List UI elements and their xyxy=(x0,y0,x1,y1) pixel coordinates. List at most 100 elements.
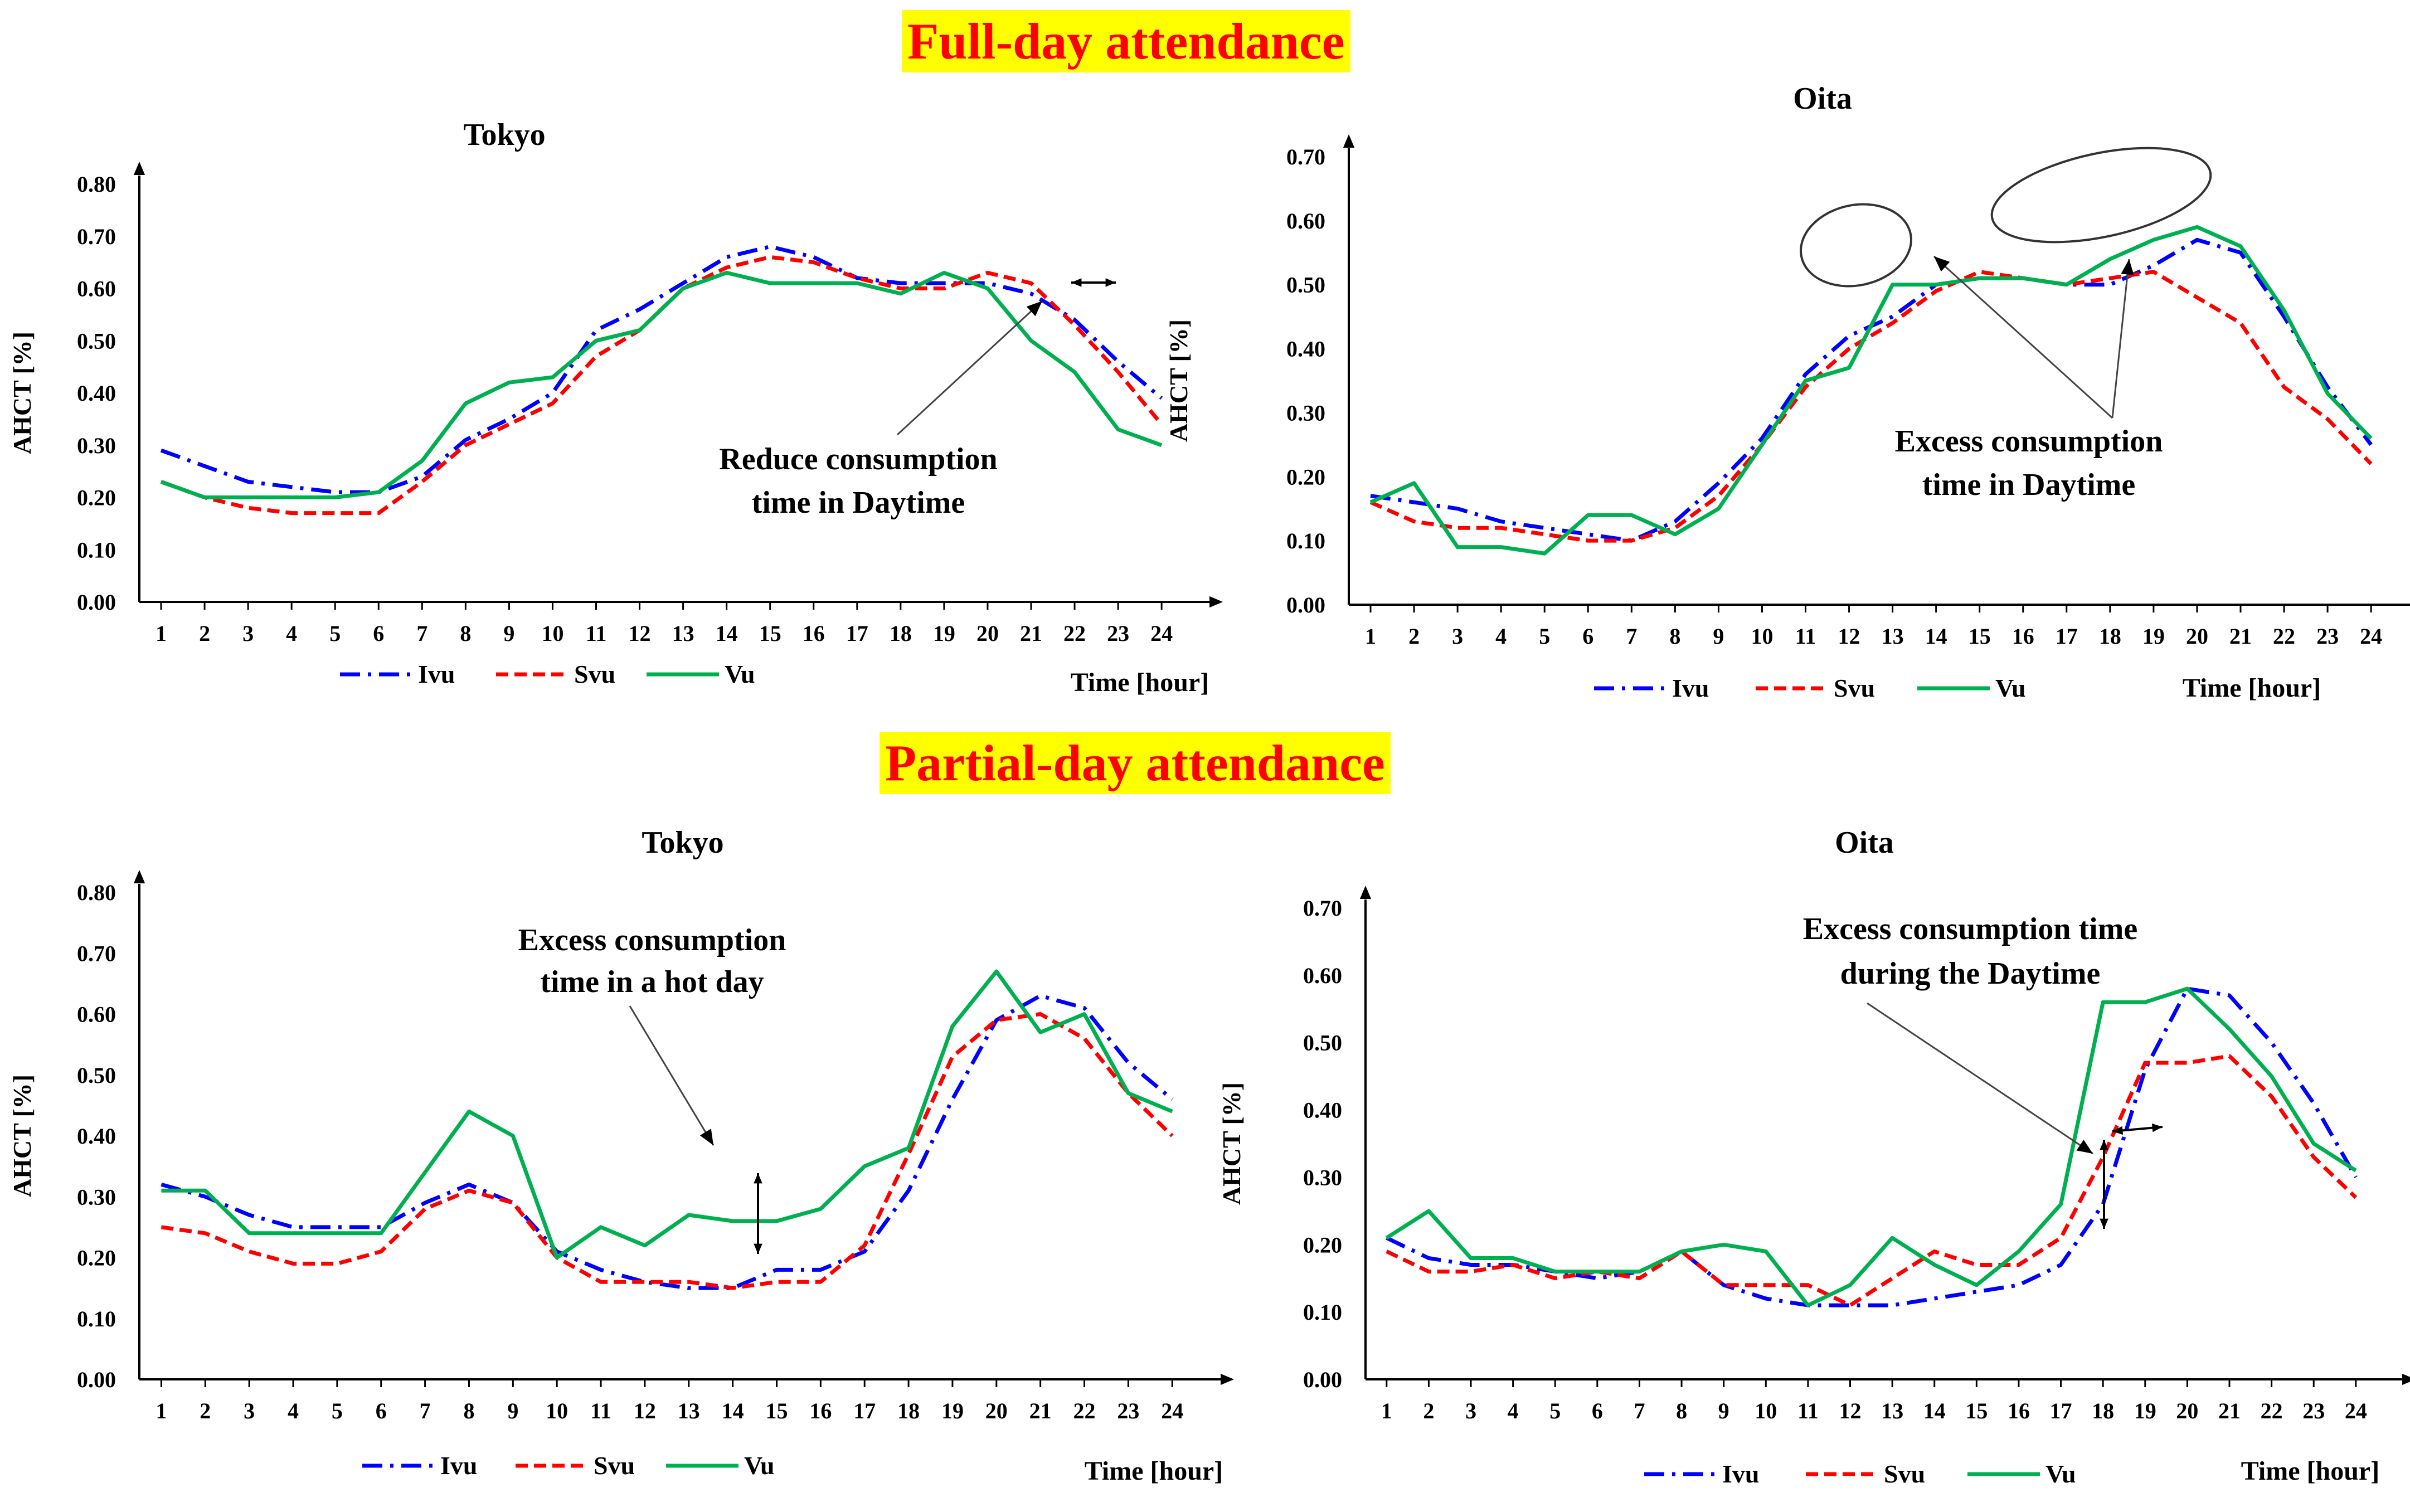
vertical-double-arrow-head xyxy=(754,1173,762,1184)
x-tick-label: 6 xyxy=(1592,1398,1603,1423)
legend-label-vu: Vu xyxy=(2045,1460,2076,1488)
x-axis-label: Time [hour] xyxy=(1071,668,1209,697)
x-tick-label: 2 xyxy=(199,621,210,646)
x-tick-label: 11 xyxy=(586,621,607,646)
y-tick-label: 0.50 xyxy=(77,328,116,353)
y-tick-label: 0.30 xyxy=(1303,1165,1342,1190)
x-tick-label: 7 xyxy=(420,1398,431,1423)
legend-label-vu: Vu xyxy=(744,1451,775,1480)
x-tick-label: 8 xyxy=(460,621,471,646)
x-tick-label: 12 xyxy=(1838,624,1860,649)
y-tick-label: 0.20 xyxy=(77,485,116,511)
y-tick-label: 0.80 xyxy=(77,880,116,905)
annotation-arrow-head xyxy=(1934,256,1950,272)
y-tick-label: 0.40 xyxy=(1303,1098,1342,1123)
series-line-ivu xyxy=(1386,986,2358,1307)
y-tick-label: 0.00 xyxy=(77,1367,116,1392)
x-tick-label: 24 xyxy=(1150,621,1173,646)
x-tick-label: 13 xyxy=(1882,624,1904,649)
x-tick-label: 17 xyxy=(2050,1398,2072,1423)
annotation-text-line2: during the Daytime xyxy=(1840,956,2101,991)
x-tick-label: 13 xyxy=(1881,1398,1903,1423)
y-tick-label: 0.60 xyxy=(1303,963,1342,988)
y-axis-label: AHCT [%] xyxy=(8,332,36,454)
x-tick-label: 12 xyxy=(629,621,651,646)
x-axis-label: Time [hour] xyxy=(2183,673,2321,703)
y-tick-label: 0.10 xyxy=(1303,1300,1342,1325)
series-line-ivu xyxy=(1370,237,2373,543)
y-tick-label: 0.40 xyxy=(77,1124,116,1149)
double-arrow-head xyxy=(2151,1123,2163,1132)
x-tick-label: 19 xyxy=(2142,624,2165,649)
x-tick-label: 1 xyxy=(1381,1398,1392,1423)
y-tick-label: 0.70 xyxy=(77,941,116,966)
y-tick-label: 0.10 xyxy=(77,537,116,562)
x-tick-label: 16 xyxy=(809,1398,832,1423)
x-tick-label: 4 xyxy=(286,621,297,646)
x-tick-label: 24 xyxy=(2345,1398,2367,1423)
y-axis-arrow xyxy=(1359,886,1372,899)
series-line-vu xyxy=(1385,986,2357,1307)
x-tick-label: 6 xyxy=(373,621,384,646)
x-tick-label: 20 xyxy=(2186,624,2208,649)
vertical-double-arrow-head xyxy=(2100,1218,2108,1229)
x-tick-label: 14 xyxy=(722,1398,744,1423)
y-tick-label: 0.80 xyxy=(77,172,116,197)
x-tick-label: 22 xyxy=(1073,1398,1096,1423)
y-tick-label: 0.00 xyxy=(1303,1367,1342,1392)
x-tick-label: 21 xyxy=(1029,1398,1052,1423)
x-tick-label: 4 xyxy=(1508,1398,1519,1423)
x-tick-label: 21 xyxy=(2229,624,2252,649)
x-tick-label: 15 xyxy=(759,621,781,646)
x-tick-label: 9 xyxy=(503,621,514,646)
chart-title: Tokyo xyxy=(463,118,545,152)
x-tick-label: 2 xyxy=(1408,624,1420,649)
y-tick-label: 0.60 xyxy=(77,276,116,302)
y-tick-label: 0.30 xyxy=(77,1184,116,1209)
y-axis-label: AHCT [%] xyxy=(1164,319,1193,442)
x-tick-label: 11 xyxy=(1795,624,1816,649)
x-tick-label: 10 xyxy=(1755,1398,1777,1423)
x-axis-arrow xyxy=(2402,1373,2410,1385)
series-line-svu xyxy=(1386,1054,2358,1307)
x-tick-label: 18 xyxy=(2099,624,2121,649)
y-tick-label: 0.60 xyxy=(77,1002,116,1027)
series-line-ivu xyxy=(160,245,1163,494)
x-tick-label: 24 xyxy=(2360,624,2382,649)
annotation-arrow-line xyxy=(1867,1002,2093,1155)
series-line-svu xyxy=(161,1012,1174,1290)
y-tick-label: 0.00 xyxy=(1286,592,1325,618)
x-tick-label: 5 xyxy=(332,1398,343,1423)
x-tick-label: 10 xyxy=(541,621,563,646)
x-tick-label: 14 xyxy=(1923,1398,1946,1423)
legend-label-vu: Vu xyxy=(1995,674,2026,702)
y-tick-label: 0.50 xyxy=(77,1063,116,1088)
series-line-vu xyxy=(160,270,1163,499)
y-tick-label: 0.50 xyxy=(1286,273,1325,298)
chart-partial-day-oita: 0.000.100.200.300.400.500.600.701 2 3 4 5 6 7 8… xyxy=(1217,825,2410,1488)
x-tick-label: 16 xyxy=(803,621,825,646)
y-axis-label: AHCT [%] xyxy=(8,1075,36,1197)
y-tick-label: 0.70 xyxy=(1303,896,1342,921)
legend-label-svu: Svu xyxy=(574,660,615,688)
x-tick-label: 22 xyxy=(2261,1398,2283,1423)
y-tick-label: 0.20 xyxy=(1303,1232,1342,1257)
chart-full-day-oita: 0.000.100.200.300.400.500.600.701 2 3 4 5 6 7 8… xyxy=(1164,81,2410,703)
x-tick-label: 1 xyxy=(156,621,167,646)
x-tick-label: 5 xyxy=(1539,624,1550,649)
y-axis-arrow xyxy=(133,870,145,883)
annotation-text-line1: Excess consumption time xyxy=(1803,912,2137,946)
x-tick-label: 8 xyxy=(463,1398,474,1423)
x-tick-label: 3 xyxy=(1452,624,1463,649)
x-tick-label: 13 xyxy=(678,1398,700,1423)
x-tick-label: 16 xyxy=(2008,1398,2030,1423)
x-tick-label: 6 xyxy=(1582,624,1593,649)
x-axis-arrow xyxy=(1221,1373,1234,1385)
y-tick-label: 0.10 xyxy=(77,1306,116,1331)
y-tick-label: 0.70 xyxy=(1286,144,1325,169)
x-tick-label: 4 xyxy=(288,1398,299,1423)
series-line-ivu xyxy=(161,994,1174,1290)
vertical-double-arrow-head xyxy=(754,1243,762,1254)
annotation-text-line1: Reduce consumption xyxy=(719,442,997,477)
section-title-partial-day: Partial-day attendance xyxy=(880,732,1391,794)
